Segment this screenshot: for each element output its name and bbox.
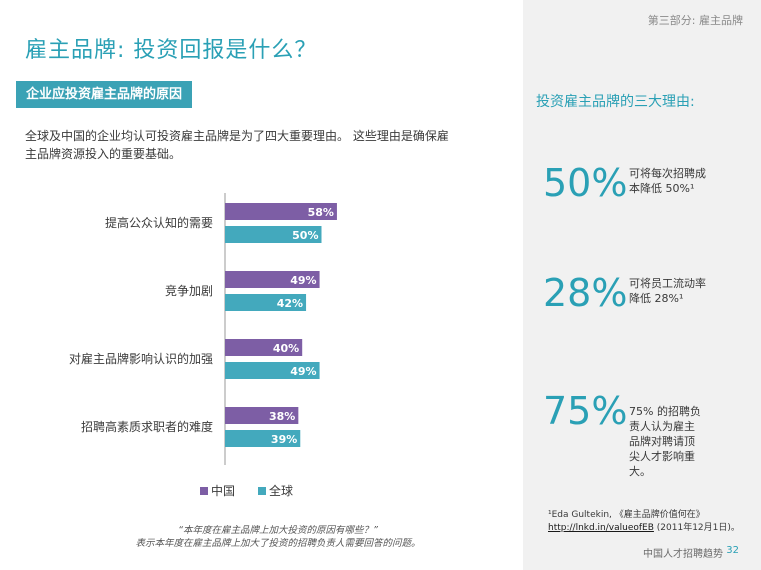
subheader: 企业应投资雇主品牌的原因 <box>16 81 193 108</box>
category-label: 对雇主品牌影响认识的加强 <box>69 351 213 366</box>
bar <box>225 339 303 356</box>
bar <box>225 226 322 243</box>
bar <box>225 294 307 311</box>
page-number: 32 <box>726 545 739 556</box>
footnote-link-line: http://lnkd.in/valueofEB (2011年12月1日)。 <box>548 522 753 535</box>
bar <box>225 271 320 288</box>
data-label: 40% <box>273 342 299 355</box>
data-label: 49% <box>290 365 316 378</box>
stat-desc-line: 降低 28%¹ <box>629 292 684 305</box>
data-label: 42% <box>277 297 303 310</box>
stat-item: 28% 可将员工流动率 降低 28%¹ <box>543 272 719 314</box>
data-label: 50% <box>292 229 318 242</box>
category-label: 提高公众认知的需要 <box>105 215 213 230</box>
category-label: 竞争加剧 <box>165 284 213 298</box>
legend-label: 全球 <box>269 483 293 498</box>
category-label: 招聘高素质求职者的难度 <box>81 419 213 434</box>
bar-chart: 提高公众认知的需要 58% 50% 竞争加剧 49% 42% 对雇主品牌影响认识的加强 40%… <box>69 193 337 498</box>
stat-desc-line: 本降低 50%¹ <box>629 182 695 195</box>
chart-note: “本年度在雇主品牌上加大投资的原因有哪些？” 表示本年度在雇主品牌上加大了投资的… <box>68 524 488 550</box>
stat-desc: 可将员工流动率 降低 28%¹ <box>629 276 719 306</box>
stat-desc-line: 可将员工流动率 <box>629 277 706 290</box>
bar <box>225 362 320 379</box>
section-label: 第三部分: 雇主品牌 <box>647 14 743 27</box>
bar <box>225 407 299 424</box>
footer-text: 中国人才招聘趋势 <box>643 549 723 560</box>
stat-value: 28% <box>543 271 628 315</box>
stat-item: 50% 可将每次招聘成 本降低 50%¹ <box>543 162 719 204</box>
page-title: 雇主品牌: 投资回报是什么？ <box>25 38 318 63</box>
footnote-source: ¹Eda Gultekin, 《雇主品牌价值何在》 <box>548 510 705 520</box>
legend-label: 中国 <box>211 483 235 498</box>
footnote-link[interactable]: http://lnkd.in/valueofEB <box>548 523 654 533</box>
data-label: 39% <box>271 433 297 446</box>
data-label: 49% <box>290 274 316 287</box>
legend-swatch <box>200 487 208 495</box>
data-label: 58% <box>308 206 334 219</box>
right-title: 投资雇主品牌的三大理由: <box>536 94 695 110</box>
stat-value: 50% <box>543 161 628 205</box>
legend-swatch <box>258 487 266 495</box>
footnote-date: (2011年12月1日)。 <box>653 523 740 533</box>
chart-note-line2: 表示本年度在雇主品牌上加大了投资的招聘负责人需要回答的问题。 <box>135 538 421 549</box>
data-label: 38% <box>269 410 295 423</box>
stat-desc-line: 可将每次招聘成 <box>629 167 706 180</box>
bar <box>225 203 337 220</box>
stat-desc: 75% 的招聘负责人认为雇主品牌对聘请顶尖人才影响重大。 <box>629 405 701 478</box>
stat-item: 75% 75% 的招聘负责人认为雇主品牌对聘请顶尖人才影响重大。 <box>543 390 703 479</box>
right-panel <box>523 0 761 570</box>
chart-note-line1: “本年度在雇主品牌上加大投资的原因有哪些？” <box>178 525 378 536</box>
intro-text: 全球及中国的企业均认可投资雇主品牌是为了四大重要理由。 这些理由是确保雇主品牌资… <box>25 129 449 161</box>
stat-desc: 可将每次招聘成 本降低 50%¹ <box>629 166 719 196</box>
bar <box>225 430 301 447</box>
stat-value: 75% <box>543 389 628 433</box>
footnote: ¹Eda Gultekin, 《雇主品牌价值何在》 http://lnkd.in… <box>548 509 753 535</box>
